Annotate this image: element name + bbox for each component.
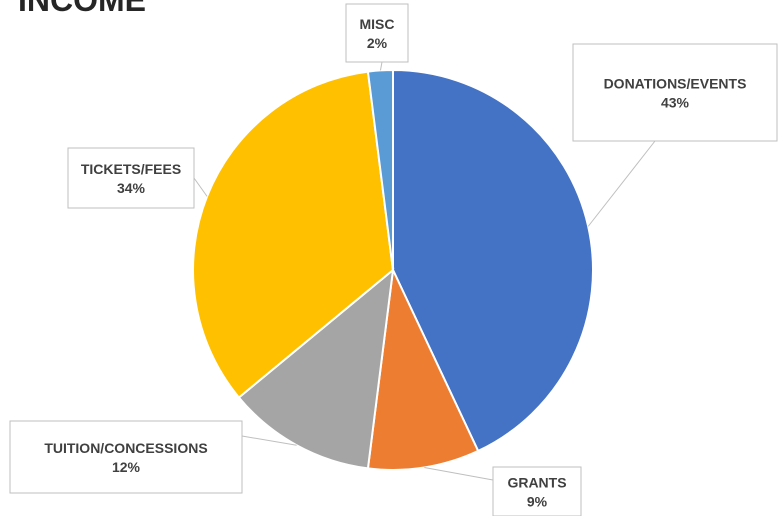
slice-value-grants: 9%: [527, 494, 548, 510]
slice-label-tuition-concessions: TUITION/CONCESSIONS: [44, 440, 207, 456]
callout-grants: GRANTS 9%: [424, 466, 582, 516]
slice-label-misc: MISC: [360, 16, 395, 32]
pie-slice-misc: [366, 68, 394, 271]
callout-misc: MISC 2%: [345, 3, 409, 71]
pie-slice-grants: [366, 266, 480, 471]
callout-tuition-concessions: TUITION/CONCESSIONS 12%: [9, 420, 297, 494]
callout-box-tickets-fees: [67, 147, 195, 209]
chart-title: INCOME: [18, 0, 146, 18]
data-label-callouts: DONATIONS/EVENTS 43% GRANTS 9% TUITION/CONCE…: [9, 3, 778, 516]
slice-label-grants: GRANTS: [507, 475, 566, 491]
callout-box-tuition-concessions: [9, 420, 243, 494]
slice-value-misc: 2%: [367, 35, 388, 51]
leader-line-misc: [379, 61, 383, 71]
slice-label-tickets-fees: TICKETS/FEES: [81, 161, 181, 177]
slice-value-tuition-concessions: 12%: [112, 459, 141, 475]
pie-slice-tickets-fees: [192, 70, 395, 399]
slice-value-tickets-fees: 34%: [117, 180, 146, 196]
leader-line-tickets-fees: [193, 177, 208, 197]
leader-line-donations-events: [587, 140, 656, 227]
callout-box-donations-events: [572, 43, 778, 142]
callout-donations-events: DONATIONS/EVENTS 43%: [572, 43, 778, 227]
pie-slice-tuition-concessions: [237, 267, 395, 470]
callout-tickets-fees: TICKETS/FEES 34%: [67, 147, 208, 209]
callout-box-misc: [345, 3, 409, 63]
pie-slices: [192, 68, 594, 471]
callout-box-grants: [492, 466, 582, 516]
pie-slice-donations-events: [392, 68, 594, 453]
leader-line-tuition-concessions: [241, 435, 297, 446]
slice-value-donations-events: 43%: [661, 95, 690, 111]
leader-line-grants: [424, 467, 494, 481]
slice-label-donations-events: DONATIONS/EVENTS: [604, 76, 747, 92]
